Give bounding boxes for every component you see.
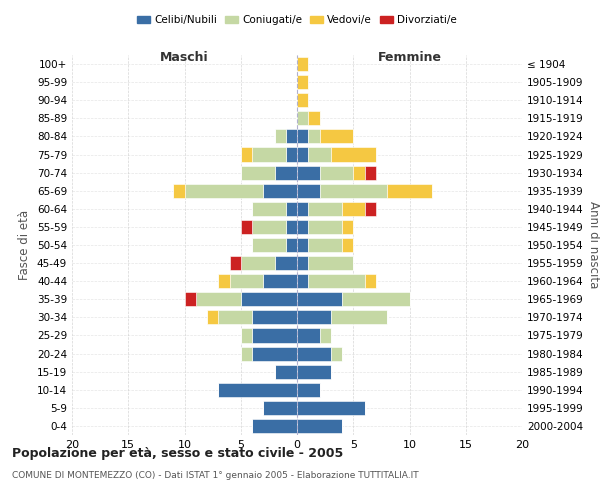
Bar	[365, 274, 376, 288]
Bar	[252, 328, 297, 342]
Bar	[297, 419, 342, 433]
Bar	[218, 382, 297, 397]
Bar	[241, 148, 252, 162]
Bar	[342, 202, 365, 216]
Bar	[297, 328, 320, 342]
Bar	[275, 130, 286, 143]
Bar	[297, 166, 320, 179]
Bar	[252, 202, 286, 216]
Text: COMUNE DI MONTEMEZZO (CO) - Dati ISTAT 1° gennaio 2005 - Elaborazione TUTTITALIA: COMUNE DI MONTEMEZZO (CO) - Dati ISTAT 1…	[12, 470, 419, 480]
Bar	[185, 184, 263, 198]
Bar	[308, 238, 342, 252]
Bar	[342, 220, 353, 234]
Bar	[252, 220, 286, 234]
Bar	[229, 274, 263, 288]
Bar	[297, 274, 308, 288]
Bar	[297, 112, 308, 126]
Bar	[185, 292, 196, 306]
Bar	[331, 346, 342, 360]
Bar	[297, 57, 308, 71]
Bar	[286, 130, 297, 143]
Bar	[241, 328, 252, 342]
Bar	[308, 148, 331, 162]
Bar	[252, 148, 286, 162]
Bar	[241, 166, 275, 179]
Bar	[297, 148, 308, 162]
Bar	[353, 166, 365, 179]
Text: Popolazione per età, sesso e stato civile - 2005: Popolazione per età, sesso e stato civil…	[12, 448, 343, 460]
Bar	[297, 346, 331, 360]
Bar	[252, 238, 286, 252]
Bar	[308, 274, 365, 288]
Bar	[263, 274, 297, 288]
Bar	[320, 184, 387, 198]
Bar	[275, 166, 297, 179]
Bar	[297, 364, 331, 378]
Bar	[297, 401, 365, 415]
Bar	[320, 166, 353, 179]
Bar	[241, 256, 275, 270]
Bar	[297, 256, 308, 270]
Bar	[241, 292, 297, 306]
Bar	[286, 202, 297, 216]
Bar	[342, 292, 409, 306]
Bar	[297, 93, 308, 108]
Bar	[297, 184, 320, 198]
Bar	[320, 328, 331, 342]
Bar	[286, 220, 297, 234]
Bar	[320, 130, 353, 143]
Bar	[218, 310, 252, 324]
Bar	[308, 112, 320, 126]
Legend: Celibi/Nubili, Coniugati/e, Vedovi/e, Divorziati/e: Celibi/Nubili, Coniugati/e, Vedovi/e, Di…	[133, 11, 461, 29]
Bar	[387, 184, 432, 198]
Bar	[229, 256, 241, 270]
Bar	[365, 202, 376, 216]
Text: Maschi: Maschi	[160, 52, 209, 64]
Bar	[308, 256, 353, 270]
Bar	[286, 148, 297, 162]
Bar	[286, 238, 297, 252]
Y-axis label: Fasce di età: Fasce di età	[19, 210, 31, 280]
Bar	[297, 382, 320, 397]
Bar	[297, 130, 308, 143]
Bar	[365, 166, 376, 179]
Bar	[252, 419, 297, 433]
Bar	[331, 310, 387, 324]
Bar	[252, 310, 297, 324]
Bar	[207, 310, 218, 324]
Bar	[241, 220, 252, 234]
Bar	[263, 184, 297, 198]
Bar	[241, 346, 252, 360]
Bar	[297, 292, 342, 306]
Bar	[297, 220, 308, 234]
Bar	[297, 310, 331, 324]
Bar	[308, 202, 342, 216]
Bar	[218, 274, 229, 288]
Bar	[297, 238, 308, 252]
Bar	[331, 148, 376, 162]
Bar	[308, 220, 342, 234]
Text: Femmine: Femmine	[377, 52, 442, 64]
Bar	[342, 238, 353, 252]
Bar	[275, 364, 297, 378]
Y-axis label: Anni di nascita: Anni di nascita	[587, 202, 600, 288]
Bar	[308, 130, 320, 143]
Bar	[297, 75, 308, 89]
Bar	[252, 346, 297, 360]
Bar	[275, 256, 297, 270]
Bar	[173, 184, 185, 198]
Bar	[263, 401, 297, 415]
Bar	[196, 292, 241, 306]
Bar	[297, 202, 308, 216]
